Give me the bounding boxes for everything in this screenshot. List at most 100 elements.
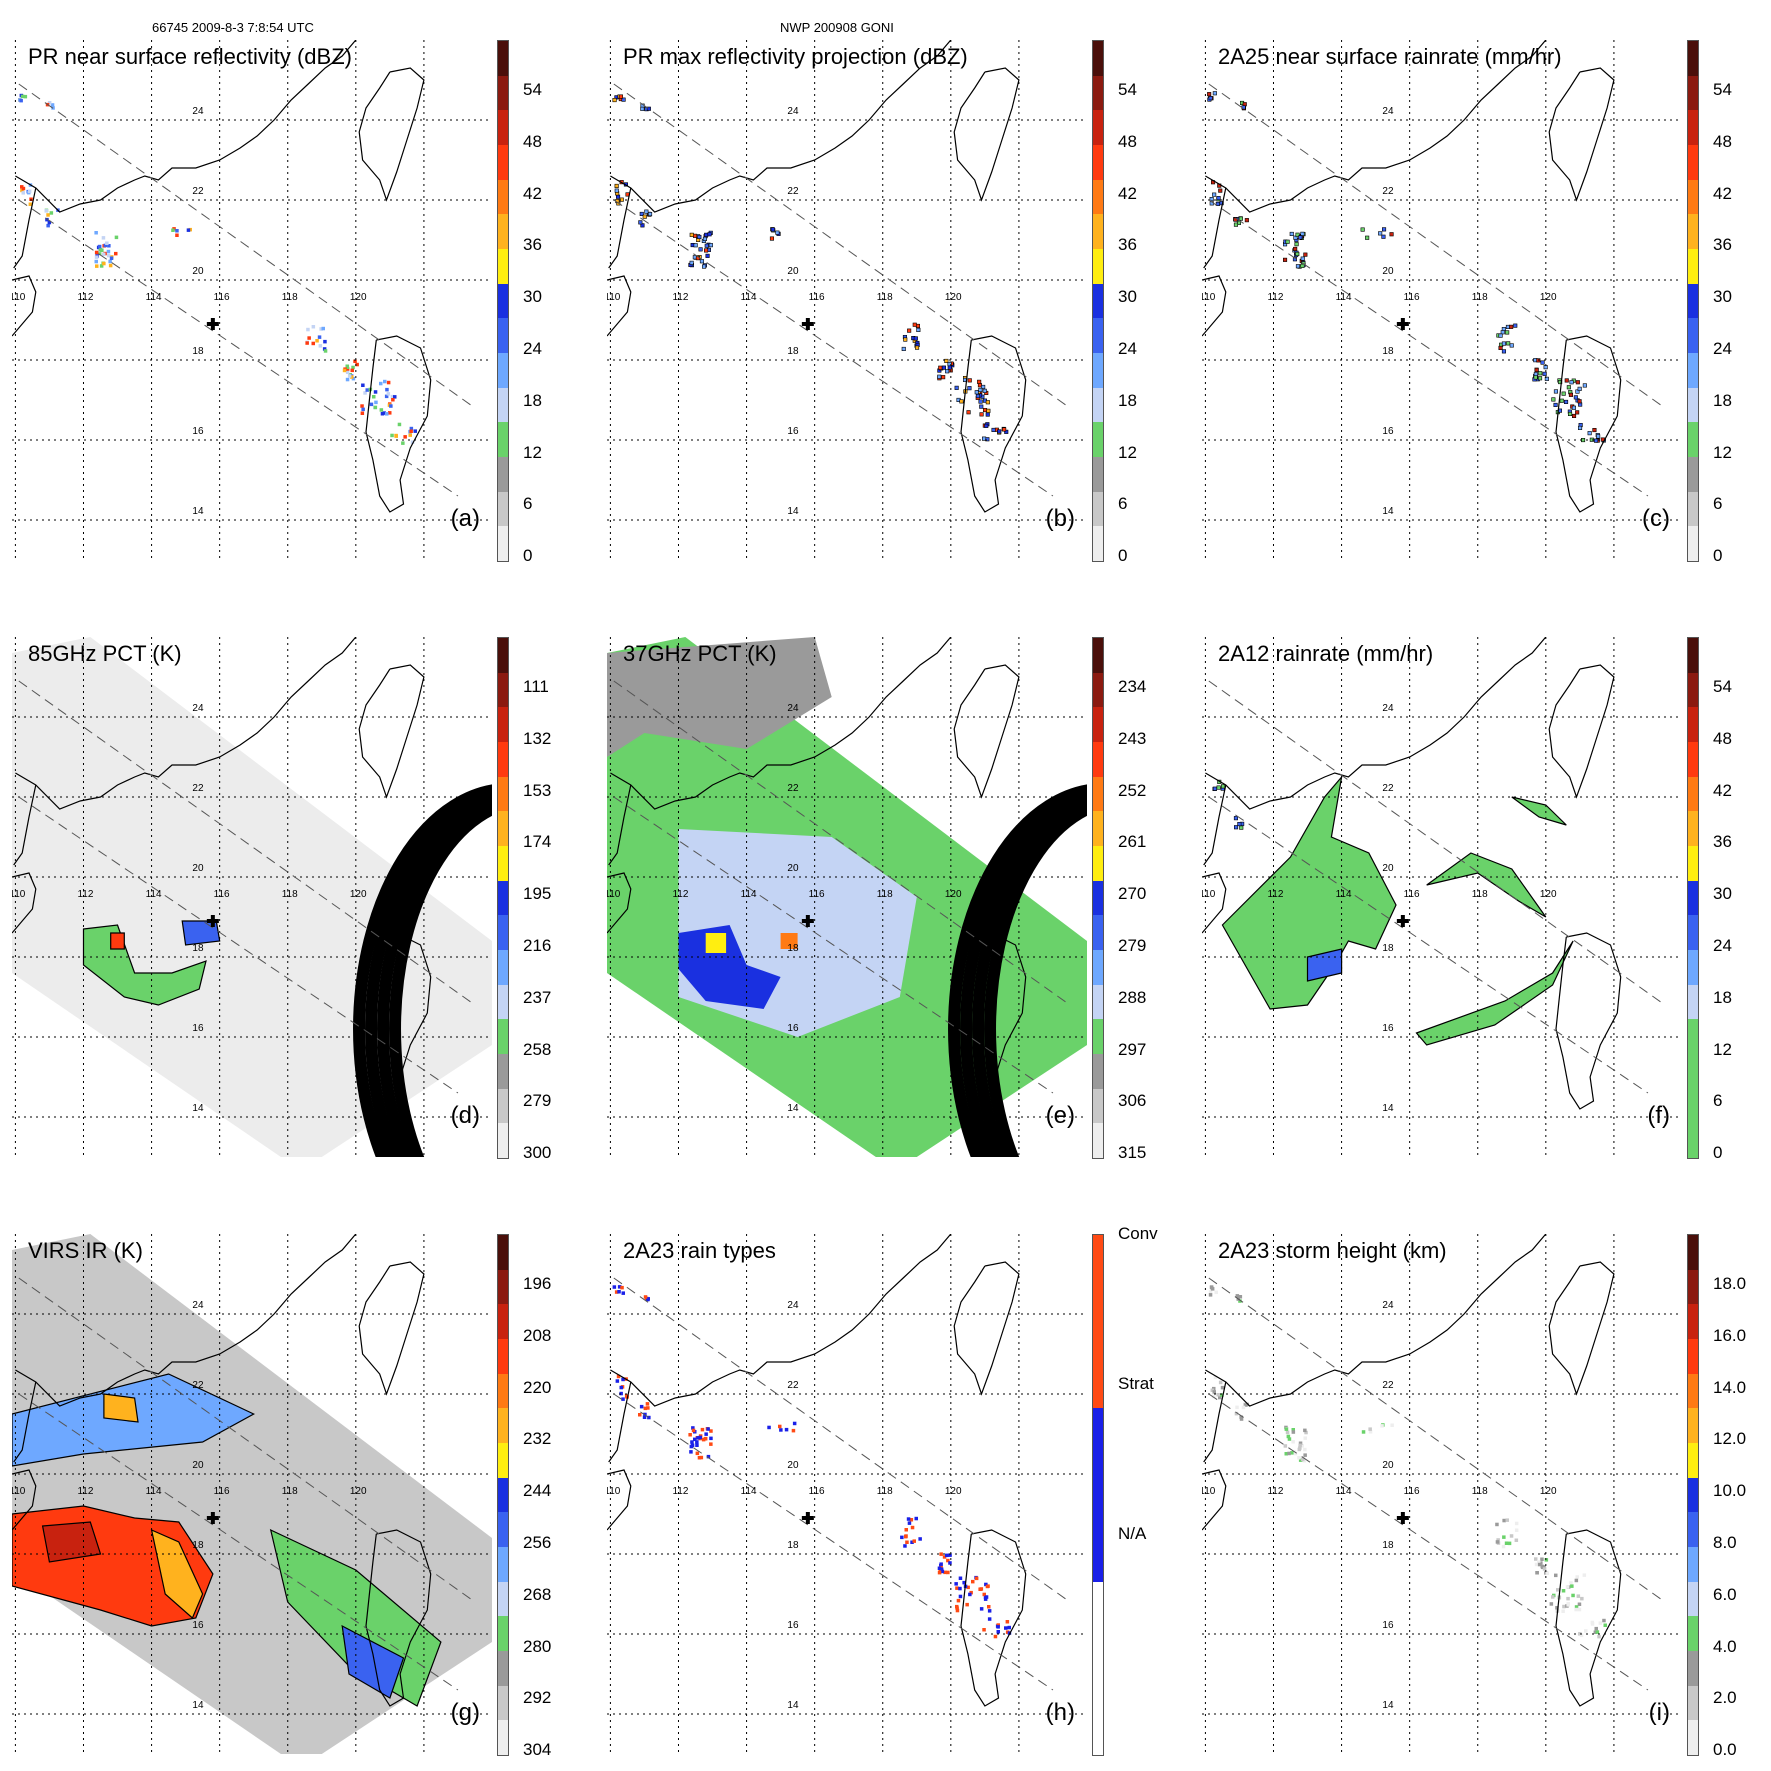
rain-cell [1603,1623,1607,1627]
rain-cell [958,1594,963,1599]
rain-cell [114,235,119,240]
rain-cell [410,440,415,444]
rain-cell [1220,1385,1225,1390]
lon-label: 112 [77,292,94,303]
panel-title: 2A12 rainrate (mm/hr) [1218,641,1434,666]
rain-cell [946,1558,950,1563]
colorbar-tick: 0 [1713,1143,1723,1163]
rain-cell [383,379,387,384]
colorbar-tick: 0 [523,546,533,566]
colorbar [497,637,509,1159]
rain-cell [1566,385,1571,390]
lat-label: 16 [1382,1620,1394,1631]
rain-cell [703,1437,708,1441]
lon-label: 118 [1471,292,1488,303]
rain-cell [1569,1581,1573,1585]
rain-cell [1295,264,1300,269]
rain-cell [704,232,709,237]
lon-label: 120 [349,889,367,900]
colorbar-segment [498,741,508,777]
rain-cell [698,1435,702,1440]
rain-cell [645,1402,650,1406]
rain-cell [705,253,710,258]
colorbar-tick: 30 [1713,287,1732,307]
colorbar-segment [1688,672,1698,708]
rain-cell [1241,1405,1246,1410]
rain-cell [946,1570,950,1575]
rain-cell [996,1623,1000,1627]
rain-cell [955,1604,959,1609]
colorbar-tick: N/A [1118,1524,1147,1543]
rain-cell [1537,1562,1542,1567]
rain-cell [914,345,920,350]
rain-cell [1212,1390,1216,1394]
rain-cell [1298,1441,1303,1445]
storm-center-marker [206,915,219,927]
rain-cell [350,368,354,373]
storm-center-marker [1396,318,1409,330]
rain-cell [616,194,621,199]
rain-cell [984,423,989,428]
colorbar-tick: 42 [1118,183,1137,203]
rain-cell [688,1433,692,1437]
rain-cell [910,1540,914,1544]
lat-label: 14 [1382,506,1394,517]
colorbar-segment [498,672,508,708]
rain-cell [1297,1447,1302,1452]
colorbar-segment [1093,283,1103,319]
rain-cell [956,1598,961,1603]
rain-cell [1295,251,1300,256]
coastline [1548,664,1615,799]
pr-swath-edge [18,796,459,1094]
rain-cell [374,400,378,405]
colorbar-segment [498,707,508,742]
colorbar-tick: 18 [1118,390,1137,410]
colorbar-segment [498,1304,508,1339]
rain-cell [1575,380,1580,385]
rain-cell [1509,324,1514,329]
rain-cell [1284,1427,1289,1431]
rain-cell [940,1569,945,1574]
rain-cell [403,435,407,439]
colorbar [497,1234,509,1756]
colorbar-segment [498,1546,508,1582]
rain-cell [1303,1447,1307,1452]
lon-label: 112 [672,1486,689,1497]
rain-cell [916,327,921,333]
pr-swath-edge [613,680,1071,1006]
colorbar-segment [1688,41,1698,76]
rain-cell [1390,1423,1394,1427]
rain-cell [1501,341,1507,346]
colorbar-tick: 54 [1713,80,1732,99]
colorbar-tick: 256 [523,1533,552,1552]
rain-cell [704,243,709,248]
map-canvas [607,1234,1087,1754]
rain-cell [1568,392,1574,397]
pr-swath-edge [18,1277,476,1603]
rain-cell [373,405,378,410]
rain-cell [620,1285,624,1290]
rain-cell [1283,257,1288,262]
colorbar-tick: 237 [523,987,552,1007]
rain-cell [1002,427,1007,432]
colorbar-segment [1688,638,1698,673]
rain-cell [909,1518,914,1522]
lat-label: 24 [1382,703,1394,714]
precip-region [607,637,832,757]
colorbar-segment [498,1581,508,1617]
rain-cell [175,233,179,237]
rain-cell [1574,1578,1579,1583]
rain-cell [1235,1294,1240,1298]
rain-cell [945,369,950,374]
rain-cell [691,1426,695,1430]
colorbar-segment [1093,915,1103,950]
colorbar-tick: 18 [1713,390,1732,410]
colorbar [1687,637,1699,1159]
panel-i: 110 112 114 116 118 120 24 22 20 18 16 14 2A23 storm… [1190,1194,1746,1759]
rain-cell [1514,1538,1519,1542]
storm-center-marker [1396,915,1409,927]
lat-label: 18 [1382,943,1394,954]
rain-cell [982,1592,986,1597]
rain-cell [689,1450,693,1454]
rain-cell [1303,252,1308,257]
